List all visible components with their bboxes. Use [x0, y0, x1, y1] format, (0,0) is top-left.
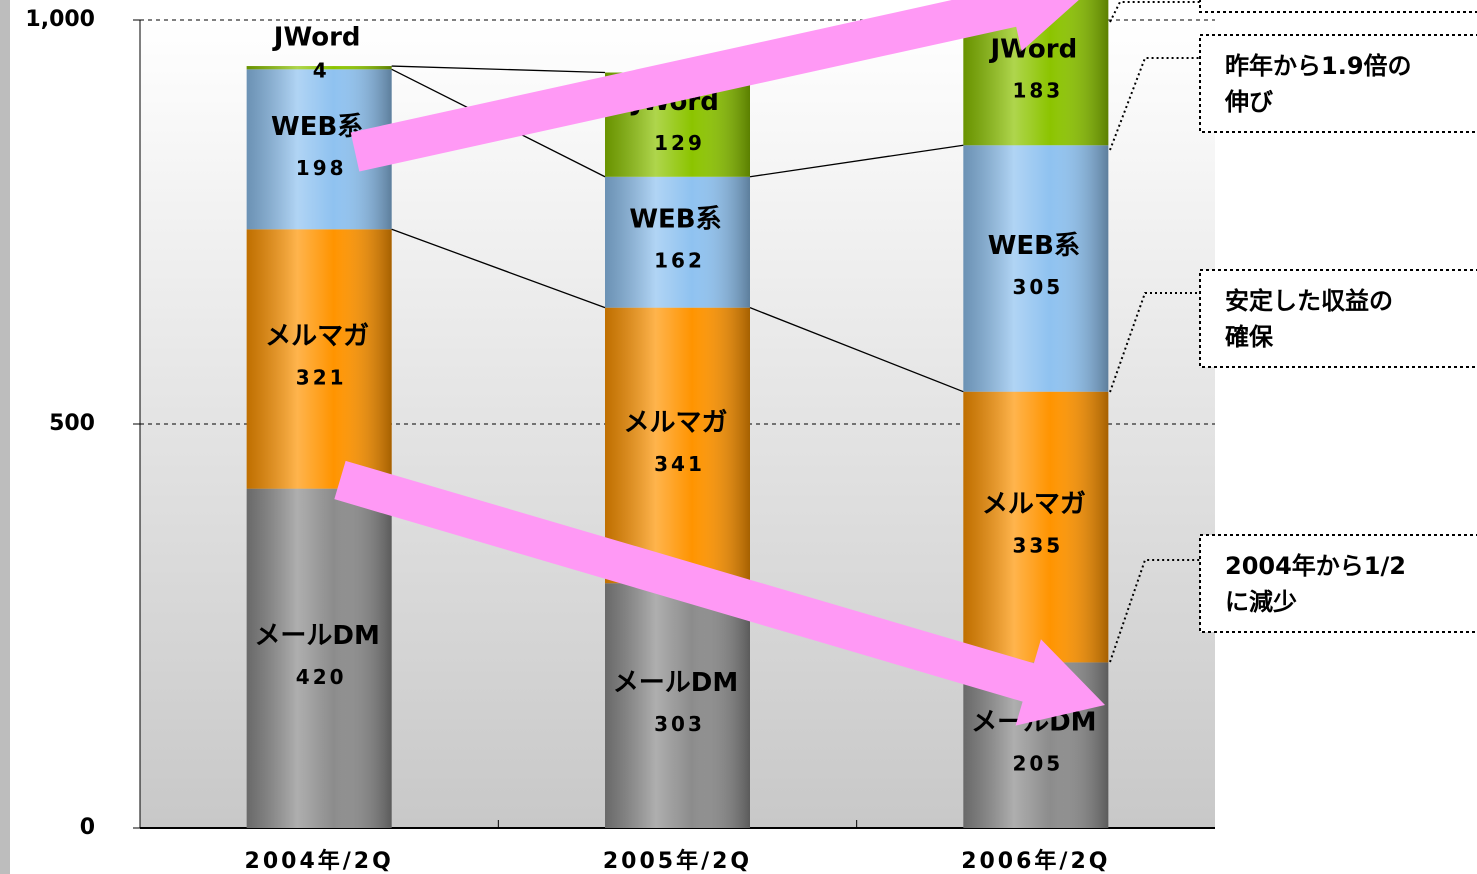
data-label: 335: [1012, 534, 1063, 558]
callout-leader: [1109, 292, 1200, 393]
data-label: 341: [654, 452, 705, 476]
data-label: 321: [296, 365, 347, 389]
segment-name: メールDM: [254, 621, 379, 651]
callout-text: 伸び: [1224, 88, 1273, 116]
callout-leader: [1109, 57, 1200, 151]
x-tick-label: 2006年/2Q: [961, 848, 1110, 874]
connector: [749, 144, 964, 178]
bar-shade: [246, 488, 392, 828]
segment-name: メールDM: [613, 668, 738, 698]
bar-shade: [246, 66, 392, 70]
segment-name: メルマガ: [265, 321, 369, 351]
segment-name: メルマガ: [982, 490, 1086, 520]
data-label: 198: [296, 156, 347, 180]
data-label: 205: [1012, 752, 1063, 776]
segment-name: WEB系: [271, 112, 363, 142]
bar-shade: [605, 176, 750, 308]
callout-box: [1199, 534, 1477, 633]
callout-text: 確保: [1225, 323, 1274, 351]
callout-text: 昨年から1.9倍の: [1225, 52, 1412, 80]
callout-text: に減少: [1225, 588, 1297, 616]
x-tick-label: 2005年/2Q: [603, 848, 752, 874]
connector: [749, 307, 964, 393]
connector: [391, 228, 606, 309]
segment-name: JWord: [272, 23, 361, 53]
callout-text: 2004年から1/2: [1225, 552, 1406, 580]
bar-shade: [605, 583, 750, 828]
data-label: 305: [1012, 275, 1063, 299]
bar-shade: [605, 307, 750, 584]
trend-arrow: [350, 0, 1079, 172]
callout-text: 安定した収益の: [1225, 287, 1393, 315]
callout-box: [1199, 34, 1477, 133]
data-label: 183: [1012, 79, 1063, 103]
callout-box: [1199, 269, 1477, 368]
data-label: 129: [654, 131, 705, 155]
connector: [391, 65, 606, 74]
callout-box: [1199, 0, 1477, 13]
data-label: 162: [654, 249, 705, 273]
data-label: 4: [313, 59, 330, 83]
bar-shade: [963, 391, 1109, 663]
bar-shade: [246, 229, 392, 489]
bar-shade: [963, 145, 1109, 392]
x-tick-label: 2004年/2Q: [245, 848, 394, 874]
callout-leader: [1109, 1, 1200, 23]
callout-leader: [1109, 559, 1200, 663]
data-label: 303: [654, 712, 705, 736]
data-label: 420: [296, 665, 347, 689]
left-strip: [0, 0, 10, 874]
y-tick-label: 500: [49, 411, 95, 436]
segment-name: メルマガ: [623, 408, 727, 438]
y-tick-label: 0: [80, 815, 95, 840]
segment-name: WEB系: [988, 231, 1080, 261]
y-tick-label: 1,000: [25, 7, 95, 32]
segment-name: WEB系: [629, 205, 721, 235]
trend-arrow: [334, 460, 1105, 726]
